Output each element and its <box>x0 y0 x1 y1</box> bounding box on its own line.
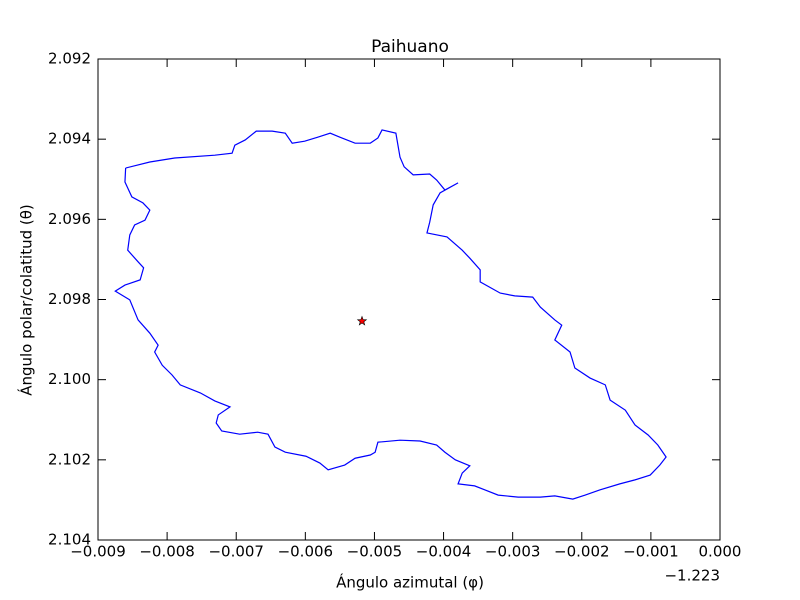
x-offset-label: −1.223 <box>664 567 720 585</box>
plot-frame <box>97 58 721 541</box>
x-tick-label: −0.002 <box>554 543 610 561</box>
y-tick-label: 2.094 <box>48 130 91 148</box>
y-tick-label: 2.098 <box>48 290 91 308</box>
x-tick-label: −0.005 <box>347 543 403 561</box>
x-tick-label: −0.006 <box>278 543 334 561</box>
y-tick-label: 2.102 <box>48 450 91 468</box>
y-tick-label: 2.100 <box>48 370 91 388</box>
x-tick-label: 0.000 <box>699 543 742 561</box>
y-tick-label: 2.104 <box>48 531 91 549</box>
x-tick-label: −0.001 <box>623 543 679 561</box>
y-tick-label: 2.096 <box>48 210 91 228</box>
x-tick-label: −0.009 <box>70 543 126 561</box>
chart-title: Paihuano <box>371 37 449 57</box>
y-tick-label: 2.092 <box>48 50 91 68</box>
y-axis-label: Ángulo polar/colatitud (θ) <box>17 204 36 396</box>
x-tick-label: −0.004 <box>416 543 472 561</box>
x-tick-label: −0.003 <box>485 543 541 561</box>
x-axis-label: Ángulo azimutal (φ) <box>336 573 484 592</box>
x-tick-label: −0.008 <box>139 543 195 561</box>
x-tick-label: −0.007 <box>208 543 264 561</box>
boundary-line <box>114 129 667 500</box>
center-marker <box>356 315 368 326</box>
